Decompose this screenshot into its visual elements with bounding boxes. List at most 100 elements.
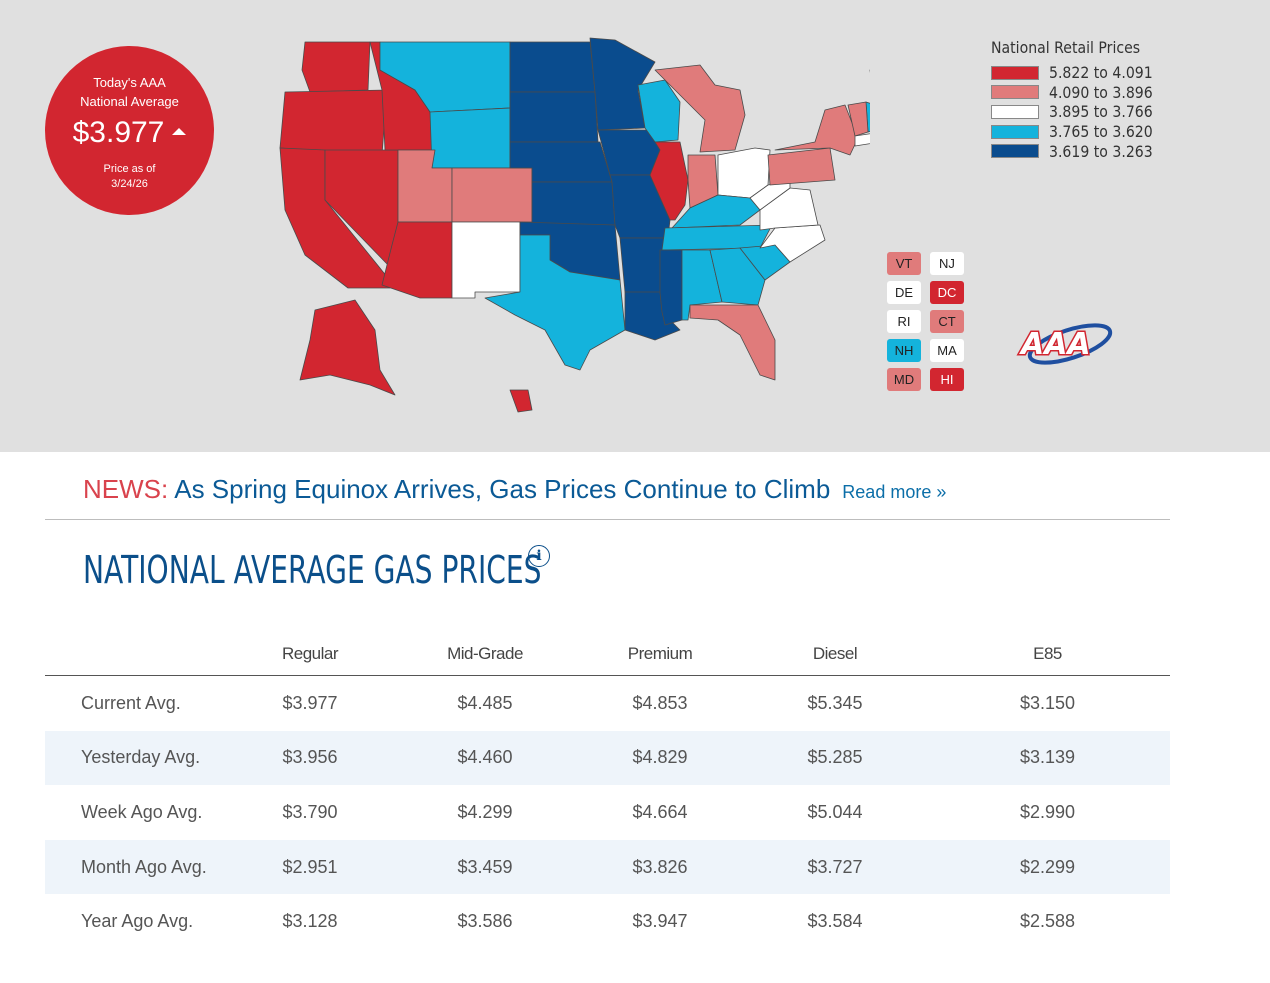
table-row: Current Avg. $3.977 $4.485 $4.853 $5.345… xyxy=(45,676,1170,731)
price-cell: $2.299 xyxy=(925,839,1170,895)
state-il[interactable] xyxy=(649,141,689,221)
price-cell: $2.588 xyxy=(1019,911,1076,932)
state-ma[interactable] xyxy=(854,132,870,147)
legend-item: 4.090 to 3.896 xyxy=(991,83,1167,103)
row-label: Week Ago Avg. xyxy=(81,801,203,822)
legend-swatch xyxy=(991,124,1039,139)
legend-label: 3.895 to 3.766 xyxy=(1049,102,1153,122)
price-cell: $3.790 xyxy=(282,801,338,822)
info-icon[interactable]: i xyxy=(528,545,550,567)
price-cell: $4.485 xyxy=(457,692,513,713)
national-average-badge: Today's AAA National Average $3.977 Pric… xyxy=(45,46,214,215)
price-cell: $3.956 xyxy=(225,730,395,786)
table-row: Month Ago Avg. $2.951 $3.459 $3.826 $3.7… xyxy=(45,839,1170,895)
state-co[interactable] xyxy=(451,167,533,223)
state-box-de[interactable]: DE xyxy=(887,281,921,304)
price-cell: $3.977 xyxy=(282,692,338,713)
state-ks[interactable] xyxy=(531,181,616,226)
price-cell: $4.853 xyxy=(632,692,688,713)
price-cell: $4.460 xyxy=(395,730,575,786)
state-box-vt[interactable]: VT xyxy=(887,252,921,275)
legend-label: 5.822 to 4.091 xyxy=(1049,63,1153,83)
news-banner: NEWS: As Spring Equinox Arrives, Gas Pric… xyxy=(83,474,946,505)
price-cell: $3.727 xyxy=(745,839,925,895)
legend-label: 4.090 to 3.896 xyxy=(1049,82,1153,102)
state-box-nh[interactable]: NH xyxy=(887,339,921,362)
state-tn[interactable] xyxy=(661,224,773,251)
state-nm[interactable] xyxy=(451,221,521,299)
state-hi[interactable] xyxy=(509,389,533,413)
state-nd[interactable] xyxy=(509,41,596,93)
price-cell: $3.586 xyxy=(457,911,513,932)
state-vt[interactable] xyxy=(847,101,869,137)
price-cell: $3.150 xyxy=(1019,692,1076,713)
gas-price-table: Regular Mid-Grade Premium Diesel E85 Cur… xyxy=(45,632,1170,949)
divider xyxy=(45,519,1170,520)
legend-item: 3.619 to 3.263 xyxy=(991,141,1167,161)
state-box-ri[interactable]: RI xyxy=(887,310,921,333)
section-title: NATIONAL AVERAGE GAS PRICES xyxy=(83,548,542,592)
price-cell: $2.951 xyxy=(225,839,395,895)
read-more-link[interactable]: Read more » xyxy=(842,482,947,502)
price-cell: $4.664 xyxy=(632,801,688,822)
price-cell: $4.299 xyxy=(457,801,513,822)
price-cell: $5.044 xyxy=(807,801,863,822)
state-ms[interactable] xyxy=(659,249,683,326)
state-box-dc[interactable]: DC xyxy=(930,281,964,304)
column-header-e85: E85 xyxy=(925,632,1170,676)
legend-label: 3.765 to 3.620 xyxy=(1049,122,1153,142)
state-fl[interactable] xyxy=(689,304,776,381)
legend-swatch xyxy=(991,144,1039,159)
state-pa[interactable] xyxy=(767,147,836,186)
aaa-logo-text: AAA xyxy=(1019,327,1091,362)
legend-label: 3.619 to 3.263 xyxy=(1049,141,1153,161)
state-mi[interactable] xyxy=(654,64,746,153)
state-ny[interactable] xyxy=(774,104,859,156)
state-ga[interactable] xyxy=(709,247,766,306)
row-label: Month Ago Avg. xyxy=(45,839,225,895)
state-box-md[interactable]: MD xyxy=(887,368,921,391)
state-ak[interactable] xyxy=(299,299,396,396)
column-header-regular: Regular xyxy=(225,632,395,676)
state-box-ct[interactable]: CT xyxy=(930,310,964,333)
price-cell: $3.128 xyxy=(282,911,338,932)
table-header-row: Regular Mid-Grade Premium Diesel E85 xyxy=(45,632,1170,676)
trend-up-icon xyxy=(172,127,187,135)
national-average-price: $3.977 xyxy=(72,116,165,149)
column-header-premium: Premium xyxy=(575,632,745,676)
state-wv[interactable] xyxy=(749,179,791,211)
price-as-of-label: Price as of xyxy=(103,163,156,175)
state-or[interactable] xyxy=(279,89,389,156)
state-box-hi[interactable]: HI xyxy=(930,368,964,391)
price-cell: $2.990 xyxy=(1019,801,1076,822)
state-mn[interactable] xyxy=(589,37,656,131)
price-legend: National Retail Prices 5.822 to 4.091 4.… xyxy=(991,38,1167,161)
price-cell: $3.826 xyxy=(575,839,745,895)
state-wa[interactable] xyxy=(301,41,371,93)
price-cell: $4.829 xyxy=(575,730,745,786)
legend-item: 5.822 to 4.091 xyxy=(991,63,1167,83)
state-box-nj[interactable]: NJ xyxy=(930,252,964,275)
row-label: Year Ago Avg. xyxy=(81,911,194,932)
state-tx[interactable] xyxy=(484,234,626,371)
state-sd[interactable] xyxy=(509,91,599,143)
row-label: Yesterday Avg. xyxy=(45,730,225,786)
us-state-price-map[interactable] xyxy=(270,30,870,420)
column-header-mid-grade: Mid-Grade xyxy=(395,632,575,676)
badge-title-line1: Today's AAA xyxy=(93,75,166,90)
legend-swatch xyxy=(991,85,1039,100)
table-row: Yesterday Avg. $3.956 $4.460 $4.829 $5.2… xyxy=(45,730,1170,786)
news-headline[interactable]: As Spring Equinox Arrives, Gas Prices Co… xyxy=(174,474,831,504)
column-header-label xyxy=(45,632,225,676)
column-header-diesel: Diesel xyxy=(745,632,925,676)
state-box-ma[interactable]: MA xyxy=(930,339,964,362)
legend-swatch xyxy=(991,65,1039,80)
price-cell: $3.584 xyxy=(807,911,863,932)
price-cell: $3.139 xyxy=(925,730,1170,786)
price-cell: $5.345 xyxy=(807,692,863,713)
price-cell: $3.947 xyxy=(632,911,688,932)
state-wy[interactable] xyxy=(429,107,511,169)
legend-item: 3.765 to 3.620 xyxy=(991,122,1167,142)
table-row: Year Ago Avg. $3.128 $3.586 $3.947 $3.58… xyxy=(45,894,1170,949)
price-cell: $3.459 xyxy=(395,839,575,895)
